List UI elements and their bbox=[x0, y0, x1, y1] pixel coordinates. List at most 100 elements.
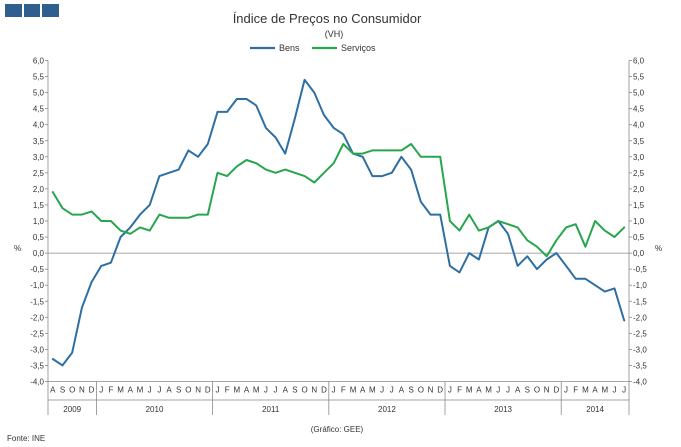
y-tick-label-left: -1,0 bbox=[30, 281, 44, 290]
x-month-label: A bbox=[50, 386, 56, 395]
plot-axes bbox=[47, 60, 630, 382]
chart-title: Índice de Preços no Consumidor bbox=[233, 11, 422, 26]
y-tick-label-left: 2,5 bbox=[33, 169, 45, 178]
x-year-label: 2014 bbox=[586, 405, 604, 414]
x-month-label: O bbox=[185, 386, 191, 395]
x-month-label: M bbox=[601, 386, 608, 395]
x-month-label: J bbox=[274, 386, 278, 395]
x-month-label: N bbox=[428, 386, 434, 395]
y-tick-label-right: -3,5 bbox=[633, 361, 647, 370]
y-tick-label-left: 5,5 bbox=[33, 73, 45, 82]
x-month-label: J bbox=[332, 386, 336, 395]
x-year-label: 2011 bbox=[262, 405, 280, 414]
x-month-label: M bbox=[466, 386, 473, 395]
x-month-label: A bbox=[360, 386, 366, 395]
legend-label-bens: Bens bbox=[279, 43, 300, 53]
x-month-label: M bbox=[137, 386, 144, 395]
y-tick-label-right: 5,5 bbox=[633, 73, 645, 82]
x-month-label: J bbox=[496, 386, 500, 395]
x-month-label: N bbox=[311, 386, 317, 395]
x-month-label: J bbox=[564, 386, 568, 395]
y-tick-label-right: -2,0 bbox=[633, 313, 647, 322]
y-ticks-right: 6,0 5,5 5,0 4,5 4,0 3,5 3,0 2,5 2,0 1,5 1,0 0,5 0,0 -… bbox=[629, 57, 647, 387]
x-month-label: S bbox=[525, 386, 530, 395]
x-month-label: J bbox=[157, 386, 161, 395]
y-tick-label-right: 6,0 bbox=[633, 57, 645, 66]
y-tick-label-left: 1,0 bbox=[33, 217, 45, 226]
x-month-label: F bbox=[341, 386, 346, 395]
y-tick-label-left: -2,0 bbox=[30, 313, 44, 322]
y-tick-label-left: 1,5 bbox=[33, 201, 45, 210]
footer-credit: (Gráfico: GEE) bbox=[311, 425, 364, 434]
x-month-label: M bbox=[369, 386, 376, 395]
x-month-label: J bbox=[99, 386, 103, 395]
brand-logo bbox=[5, 4, 60, 17]
x-month-label: S bbox=[60, 386, 65, 395]
x-month-label: O bbox=[301, 386, 307, 395]
x-month-label: A bbox=[515, 386, 521, 395]
x-month-label: O bbox=[534, 386, 540, 395]
x-month-label: F bbox=[225, 386, 230, 395]
series-line-servicos bbox=[51, 143, 626, 258]
y-tick-label-right: -0,5 bbox=[633, 265, 647, 274]
y-axis-unit-left: % bbox=[14, 244, 21, 253]
x-month-label: A bbox=[399, 386, 405, 395]
x-month-label: D bbox=[89, 386, 95, 395]
x-month-label: F bbox=[573, 386, 578, 395]
series-line-bens bbox=[51, 78, 626, 367]
x-month-label: M bbox=[253, 386, 260, 395]
x-month-label: O bbox=[69, 386, 75, 395]
y-tick-label-left: -3,5 bbox=[30, 361, 44, 370]
x-month-label: F bbox=[108, 386, 113, 395]
y-tick-label-left: 0,0 bbox=[33, 249, 45, 258]
x-month-label: J bbox=[612, 386, 616, 395]
logo-square bbox=[5, 4, 22, 17]
x-month-label: N bbox=[79, 386, 85, 395]
footer-source: Fonte: INE bbox=[7, 434, 45, 443]
legend-label-servicos: Serviços bbox=[341, 43, 376, 53]
x-month-label: D bbox=[205, 386, 211, 395]
x-month-label: J bbox=[622, 386, 626, 395]
x-month-label: M bbox=[233, 386, 240, 395]
y-tick-label-left: -4,0 bbox=[30, 378, 44, 387]
y-ticks-left: 6,0 5,5 5,0 4,5 4,0 3,5 3,0 2,5 2,0 1,5 1,0 0,5 0,0 -… bbox=[30, 57, 48, 387]
logo-square bbox=[23, 4, 41, 17]
y-tick-label-right: 0,5 bbox=[633, 233, 645, 242]
x-month-label: N bbox=[544, 386, 550, 395]
x-month-label: A bbox=[476, 386, 482, 395]
legend: Bens Serviços bbox=[250, 43, 376, 53]
y-tick-label-left: -3,0 bbox=[30, 345, 44, 354]
y-tick-label-left: 3,0 bbox=[33, 153, 45, 162]
x-month-label: M bbox=[117, 386, 124, 395]
y-tick-label-right: -1,5 bbox=[633, 297, 647, 306]
y-tick-label-right: 3,0 bbox=[633, 153, 645, 162]
y-tick-label-right: 0,0 bbox=[633, 249, 645, 258]
x-month-label: J bbox=[215, 386, 219, 395]
x-month-label: D bbox=[553, 386, 559, 395]
x-month-label: J bbox=[380, 386, 384, 395]
x-month-label: D bbox=[437, 386, 443, 395]
y-tick-label-right: -2,5 bbox=[633, 329, 647, 338]
x-month-label: A bbox=[592, 386, 598, 395]
x-year-label: 2010 bbox=[146, 405, 164, 414]
x-month-label: J bbox=[148, 386, 152, 395]
y-tick-label-right: -1,0 bbox=[633, 281, 647, 290]
y-tick-label-left: 2,0 bbox=[33, 185, 45, 194]
x-year-label: 2013 bbox=[494, 405, 512, 414]
x-month-label: S bbox=[176, 386, 181, 395]
y-tick-label-left: 4,5 bbox=[33, 105, 45, 114]
y-tick-label-right: 4,5 bbox=[633, 105, 645, 114]
x-month-label: A bbox=[244, 386, 250, 395]
x-month-label: J bbox=[448, 386, 452, 395]
y-tick-label-right: 1,5 bbox=[633, 201, 645, 210]
logo-square bbox=[42, 4, 60, 17]
y-tick-label-left: 6,0 bbox=[33, 57, 45, 66]
y-tick-label-left: 4,0 bbox=[33, 121, 45, 130]
y-tick-label-right: 1,0 bbox=[633, 217, 645, 226]
y-tick-label-right: 2,0 bbox=[633, 185, 645, 194]
y-tick-label-left: 0,5 bbox=[33, 233, 45, 242]
y-axis-unit-right: % bbox=[655, 244, 662, 253]
x-month-label: M bbox=[582, 386, 589, 395]
x-month-label: M bbox=[350, 386, 357, 395]
y-tick-label-right: 2,5 bbox=[633, 169, 645, 178]
